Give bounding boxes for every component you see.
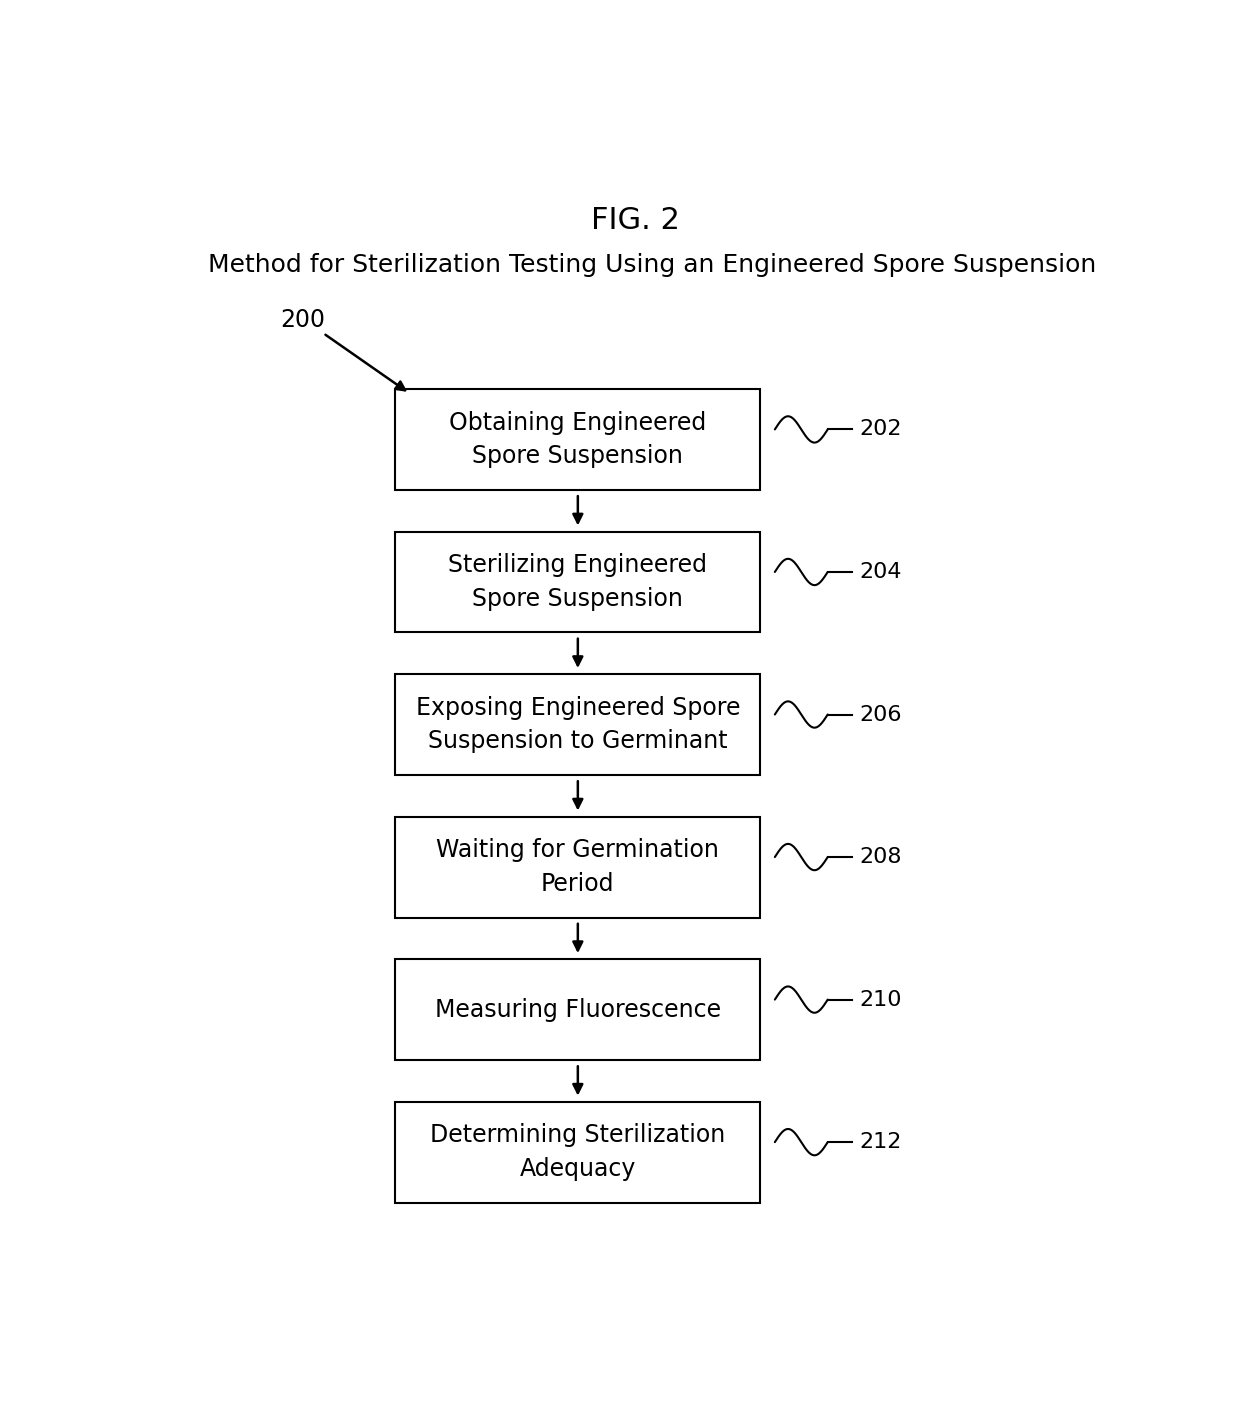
- Text: 202: 202: [859, 420, 901, 440]
- Text: 206: 206: [859, 705, 901, 725]
- Text: Measuring Fluorescence: Measuring Fluorescence: [435, 998, 720, 1021]
- Text: Determining Sterilization
Adequacy: Determining Sterilization Adequacy: [430, 1124, 725, 1180]
- Text: 200: 200: [280, 308, 325, 332]
- Text: Sterilizing Engineered
Spore Suspension: Sterilizing Engineered Spore Suspension: [449, 554, 707, 611]
- FancyBboxPatch shape: [396, 817, 760, 917]
- Text: 210: 210: [859, 990, 901, 1010]
- FancyBboxPatch shape: [396, 1102, 760, 1203]
- Text: 208: 208: [859, 847, 901, 867]
- Text: Method for Sterilization Testing Using an Engineered Spore Suspension: Method for Sterilization Testing Using a…: [208, 253, 1096, 278]
- Text: 212: 212: [859, 1132, 901, 1152]
- Text: Obtaining Engineered
Spore Suspension: Obtaining Engineered Spore Suspension: [449, 410, 707, 468]
- Text: FIG. 2: FIG. 2: [591, 206, 680, 235]
- FancyBboxPatch shape: [396, 389, 760, 490]
- FancyBboxPatch shape: [396, 960, 760, 1059]
- Text: Exposing Engineered Spore
Suspension to Germinant: Exposing Engineered Spore Suspension to …: [415, 696, 740, 753]
- FancyBboxPatch shape: [396, 674, 760, 775]
- Text: 204: 204: [859, 562, 901, 582]
- FancyBboxPatch shape: [396, 531, 760, 632]
- Text: Waiting for Germination
Period: Waiting for Germination Period: [436, 839, 719, 896]
